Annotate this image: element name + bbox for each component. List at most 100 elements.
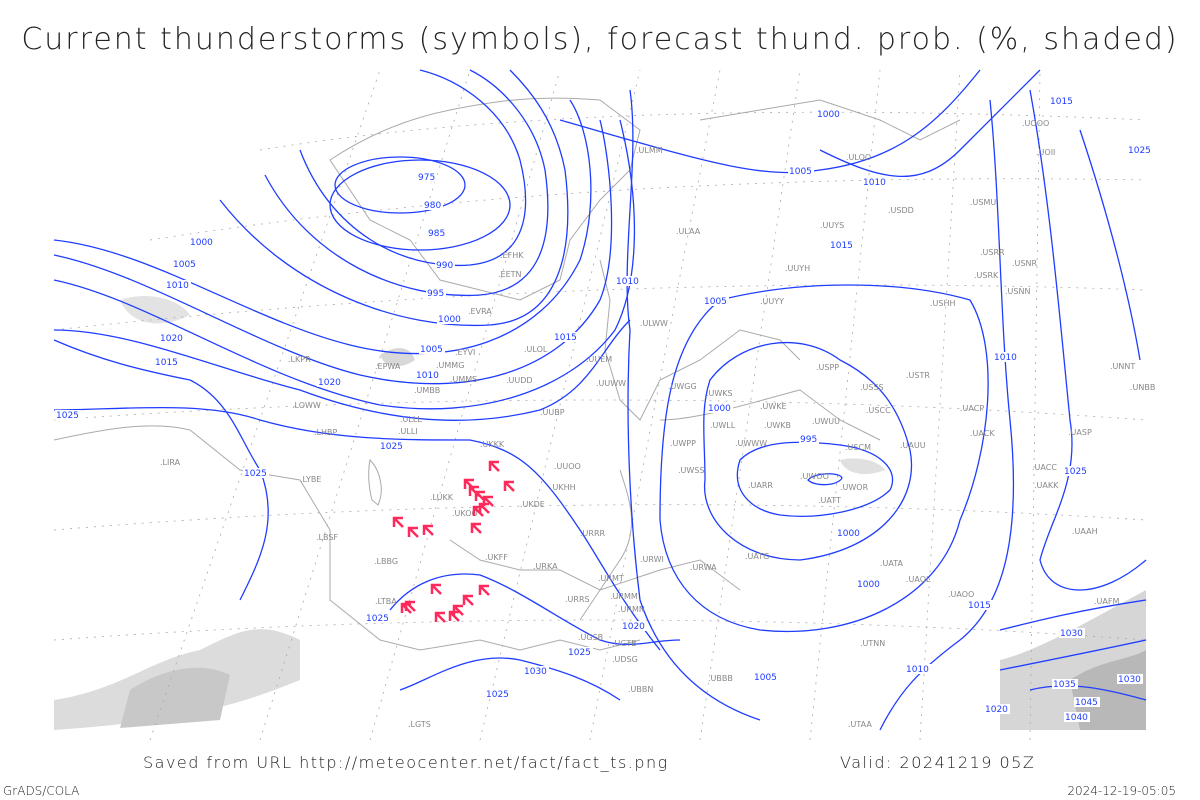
station-label: .UAUU [900,441,926,450]
isobar-label: 1010 [416,371,439,381]
station-label: .UMMG [436,361,464,370]
isobar-label: 1015 [554,333,577,343]
station-label: .EETN [498,270,522,279]
thunderstorm-symbol-icon [422,524,434,536]
isobar-label-bg [1063,466,1089,476]
isobar-label-bg [753,672,779,682]
isobar-label: 1030 [1060,629,1083,639]
station-label: .LKPR [288,355,311,364]
station-label: .URMM [610,592,638,601]
parallel-line [53,619,1147,641]
isobar-label-bg [553,332,579,342]
isobar-label: 1010 [166,281,189,291]
meridian-line [589,69,721,741]
station-label: .UUDD [506,376,533,385]
meridian-line [919,69,961,741]
station-label: .LBSF [316,533,338,542]
isobar-label-bg [435,260,455,270]
generation-timestamp: 2024-12-19-05:05 [1067,784,1176,798]
thunderstorm-symbol-icon [392,516,404,528]
meridian-line [699,69,801,741]
isobar-label-bg [621,621,647,631]
station-label: .UACK [970,429,995,438]
station-label: .UWSS [678,466,704,475]
station-label: .UUYH [785,264,810,273]
isobar-label-bg [836,528,862,538]
isobar-label-bg [1127,145,1153,155]
isobar-label: 1025 [1064,467,1087,477]
station-label: .LHBP [314,428,338,437]
isobar-label-bg [703,296,729,306]
station-label: .UATG [745,552,769,561]
station-label: .UAFM [1094,597,1119,606]
isobar-label-bg [55,410,81,420]
isobar-label-bg [1074,697,1100,707]
isobar-label: 1010 [616,277,639,287]
station-label: .UWOR [840,483,869,492]
isobar-label: 1000 [837,529,860,539]
isobar-label: 1005 [754,673,777,683]
isobar-labels: 975 980 985 990 995 1000 1005 1010 1000 1005 1010 1… [55,96,1153,723]
parallel-line [53,504,1147,531]
station-label: .UWLL [710,421,736,430]
isobar-label-bg [417,172,437,182]
isobar-label-bg [829,240,855,250]
station-label: .URWA [690,563,717,572]
isobar-label-bg [159,333,185,343]
station-label: .LBBG [374,557,398,566]
station-label: .UGSB [578,633,603,642]
station-label: .USNN [1005,287,1030,296]
station-label: .UDSG [612,655,638,664]
station-label: .USRK [974,271,999,280]
isobar-label: 1025 [1128,146,1151,156]
thunderstorm-symbol-icon [478,584,490,596]
isobar-label: 1015 [155,358,178,368]
isobar-label: 1025 [380,442,403,452]
isobar-label: 1020 [160,334,183,344]
isobar-label-bg [189,237,215,247]
station-label: .UWKS [706,389,733,398]
isobar-label: 985 [428,229,445,239]
isobar-label-bg [707,403,733,413]
isobar-label: 1025 [568,648,591,658]
station-label: .EVRA [468,307,492,316]
station-label: .URKA [533,562,558,571]
station-label: .UUYS [820,221,844,230]
station-label: .UWUU [812,417,840,426]
station-label: .USTR [906,371,930,380]
isobar-label-bg [154,357,180,367]
station-label: .ULLI [398,427,418,436]
valid-time-text: Valid: 20241219 05Z [840,753,1036,772]
station-label: .USCM [845,443,871,452]
isobar-label: 1010 [906,665,929,675]
isobar-label: 1010 [994,353,1017,363]
isobar-label-bg [993,352,1019,362]
station-label: .URMN [618,605,645,614]
software-credit: GrADS/COLA [3,784,80,798]
isobar-label: 1005 [173,260,196,270]
station-label: .UUEM [586,355,612,364]
isobar-label: 1040 [1065,713,1088,723]
isobar-label: 1000 [708,404,731,414]
station-label: .USPP [816,363,839,372]
station-label: .UUOO [554,462,581,471]
isobar-label: 1005 [420,345,443,355]
station-label: .UTNN [860,639,885,648]
parallel-line [53,284,1147,331]
isobar-label-bg [317,377,343,387]
station-label: .UWPP [670,439,696,448]
isobar-label: 1030 [1118,675,1141,685]
isobar-label-bg [788,166,814,176]
isobar-label-bg [165,280,191,290]
station-label: .EYVI [455,348,475,357]
isobar-label: 1020 [318,378,341,388]
station-label: .UATA [880,559,904,568]
station-label: .UGTB [612,639,637,648]
isobar-label-bg [485,689,511,699]
isobar-label-bg [1052,679,1078,689]
isobar-label: 1000 [857,580,880,590]
meridian-line [1029,69,1041,741]
isobar-label-bg [423,200,443,210]
thunderstorm-symbol-icon [478,502,490,514]
isobar-label: 1005 [704,297,727,307]
